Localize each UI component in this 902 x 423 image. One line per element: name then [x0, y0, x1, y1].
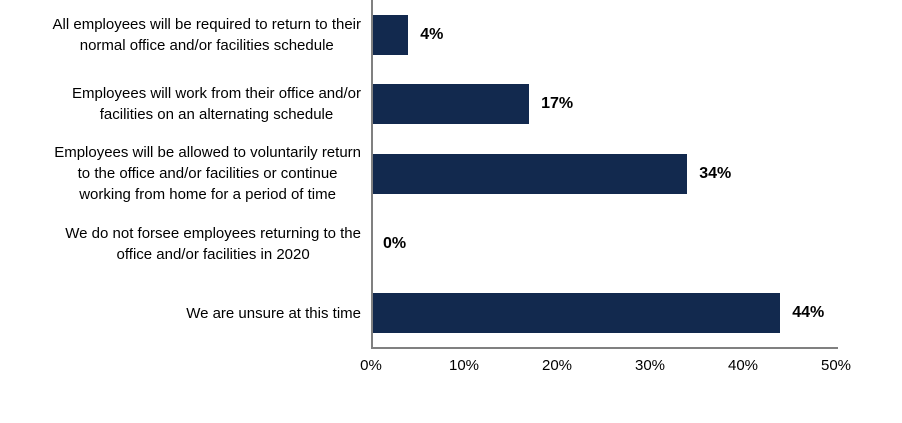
x-axis-tick-label: 50%	[820, 357, 852, 374]
chart-row: We are unsure at this time 44%	[0, 278, 902, 348]
category-label-cell: Employees will work from their office an…	[0, 70, 371, 140]
value-label: 34%	[699, 164, 732, 182]
category-label-cell: We do not forsee employees returning to …	[0, 209, 371, 279]
bar	[371, 84, 530, 125]
x-axis-line	[371, 347, 838, 349]
plot-cell: 4%	[371, 0, 902, 70]
value-label: 17%	[541, 95, 574, 113]
category-label-cell: All employees will be required to return…	[0, 0, 371, 70]
chart-row: We do not forsee employees returning to …	[0, 209, 902, 279]
x-axis-tick-label: 40%	[727, 357, 759, 374]
category-label: We are unsure at this time	[186, 304, 361, 322]
y-axis-line	[371, 0, 373, 348]
bar	[371, 293, 781, 334]
plot-cell: 17%	[371, 70, 902, 140]
chart-row: Employees will work from their office an…	[0, 70, 902, 140]
value-label: 44%	[792, 304, 825, 322]
category-label: We do not forsee employees returning to …	[65, 224, 361, 263]
chart-rows: All employees will be required to return…	[0, 0, 902, 348]
x-axis-tick-label: 30%	[634, 357, 666, 374]
plot-cell: 34%	[371, 139, 902, 209]
bar	[371, 153, 688, 194]
bar	[371, 14, 409, 55]
category-label: All employees will be required to return…	[52, 15, 361, 54]
x-axis-tick-label: 10%	[448, 357, 480, 374]
chart-row: Employees will be allowed to voluntarily…	[0, 139, 902, 209]
category-label-cell: We are unsure at this time	[0, 278, 371, 348]
value-label: 0%	[383, 234, 407, 252]
plot-cell: 0%	[371, 209, 902, 279]
value-label: 4%	[420, 25, 444, 43]
x-axis-tick-label: 0%	[360, 357, 382, 374]
chart-row: All employees will be required to return…	[0, 0, 902, 70]
category-label-cell: Employees will be allowed to voluntarily…	[0, 139, 371, 209]
category-label: Employees will work from their office an…	[72, 85, 361, 124]
plot-cell: 44%	[371, 278, 902, 348]
category-label: Employees will be allowed to voluntarily…	[54, 144, 361, 204]
x-axis-tick-label: 20%	[541, 357, 573, 374]
